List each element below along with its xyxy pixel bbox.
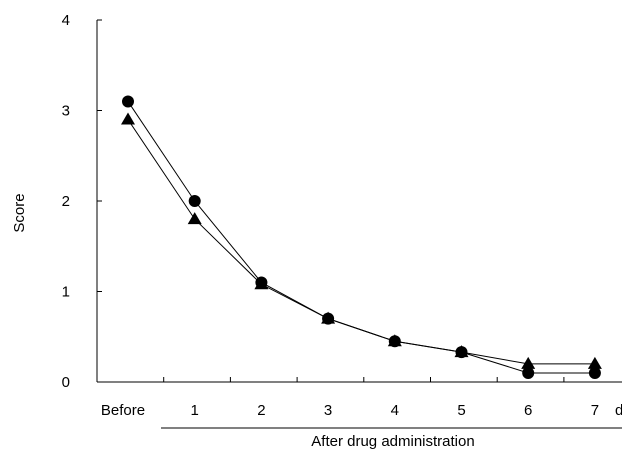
triangle-marker <box>587 356 602 369</box>
x-group-label: After drug administration <box>311 433 474 450</box>
x-tick-label: 3 <box>324 402 332 419</box>
triangle-marker <box>521 356 536 369</box>
series-line-circle <box>127 101 595 374</box>
triangle-marker <box>387 334 402 347</box>
x-ticks: Before 1 2 3 4 5 6 7 <box>101 377 599 419</box>
x-tick-label: 6 <box>524 402 532 419</box>
x-tick-label: 2 <box>257 402 265 419</box>
x-tick-label: 7 <box>591 402 599 419</box>
y-ticks: 0 1 2 3 4 <box>62 12 102 391</box>
triangle-marker <box>454 345 469 358</box>
series-layer <box>121 95 602 379</box>
circle-marker <box>522 366 535 379</box>
triangle-marker <box>254 277 269 290</box>
y-tick-label: 4 <box>62 12 70 29</box>
series-line-triangle <box>127 119 595 365</box>
triangle-marker <box>187 212 202 225</box>
x-tick-label: Before <box>101 402 145 419</box>
y-tick-label: 0 <box>62 374 70 391</box>
y-tick-label: 1 <box>62 284 70 301</box>
circle-marker <box>588 366 601 379</box>
triangle-marker <box>121 112 135 125</box>
y-axis-label: Score <box>11 193 28 232</box>
x-tick-label: 5 <box>457 402 465 419</box>
x-tick-label: 1 <box>191 402 199 419</box>
y-tick-label: 3 <box>62 103 70 120</box>
circle-marker <box>188 195 201 207</box>
triangle-marker <box>321 311 336 324</box>
y-tick-label: 2 <box>62 193 70 210</box>
x-tick-label: 4 <box>391 402 399 419</box>
circle-marker <box>122 95 134 108</box>
x-unit-label: d <box>615 402 622 419</box>
